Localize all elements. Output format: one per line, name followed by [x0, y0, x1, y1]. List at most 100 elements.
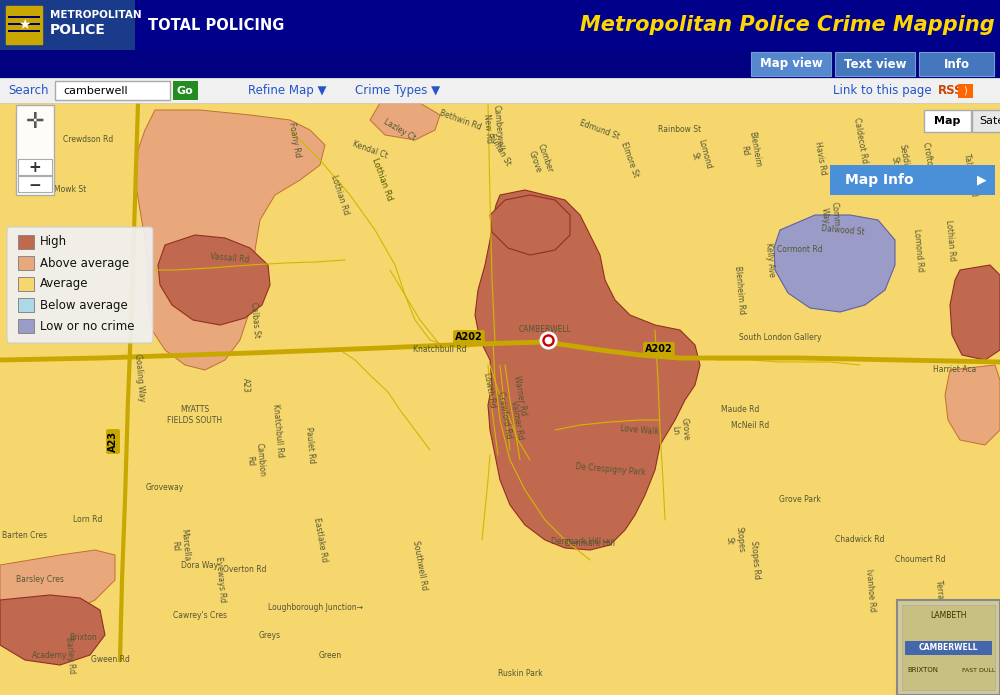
Text: Foany Rd: Foany Rd	[287, 122, 303, 158]
Text: LAMBETH: LAMBETH	[930, 610, 967, 619]
Text: Map: Map	[934, 116, 960, 126]
Polygon shape	[0, 550, 115, 620]
Text: Dora Way: Dora Way	[181, 560, 219, 569]
Bar	[18, 235, 34, 249]
Text: Link to this page: Link to this page	[833, 84, 932, 97]
Text: Crofton Way: Crofton Way	[921, 141, 939, 189]
Text: Blenheim Rd: Blenheim Rd	[733, 265, 747, 315]
Text: Lothian Rd: Lothian Rd	[370, 156, 394, 202]
Text: Lomond
St: Lomond St	[687, 138, 713, 172]
Bar	[8, 23, 40, 25]
Text: Map view: Map view	[760, 58, 822, 70]
Text: Elmore St: Elmore St	[619, 141, 641, 179]
Text: Barten Cres: Barten Cres	[2, 530, 48, 539]
Text: Chadwick Rd: Chadwick Rd	[835, 536, 885, 544]
Bar	[18, 176, 52, 192]
Text: Talfourd Rd: Talfourd Rd	[962, 153, 978, 197]
Polygon shape	[945, 365, 1000, 445]
Polygon shape	[490, 195, 570, 255]
Text: A23: A23	[108, 431, 118, 452]
Bar	[18, 277, 34, 291]
Polygon shape	[158, 235, 270, 325]
Text: MYATTS
FIELDS SOUTH: MYATTS FIELDS SOUTH	[167, 405, 223, 425]
Bar	[18, 159, 52, 175]
Text: Eastlake Rd: Eastlake Rd	[312, 517, 328, 563]
Polygon shape	[135, 110, 325, 370]
Text: Map Info: Map Info	[845, 173, 914, 187]
Text: ▶: ▶	[977, 174, 987, 186]
Bar	[0, 50, 1000, 78]
Text: Grove
Ln: Grove Ln	[669, 418, 691, 442]
Text: Groveway: Groveway	[146, 484, 184, 493]
Text: High: High	[40, 236, 67, 249]
Bar	[0, 0, 135, 50]
Text: Go: Go	[177, 85, 193, 95]
Text: Lazley Ct: Lazley Ct	[382, 117, 418, 142]
Bar	[0, 103, 1000, 695]
Text: De Crespigny Park: De Crespigny Park	[575, 462, 645, 477]
Text: Above average: Above average	[40, 256, 129, 270]
Text: Havis Rd: Havis Rd	[813, 140, 827, 175]
Text: Bethwin Rd: Bethwin Rd	[438, 108, 482, 132]
Text: Love Walk: Love Walk	[620, 424, 660, 436]
Text: Calbas St: Calbas St	[249, 302, 261, 338]
Text: Overton Rd: Overton Rd	[223, 566, 267, 575]
Text: Brixton: Brixton	[69, 632, 97, 641]
Text: METROPOLITAN: METROPOLITAN	[50, 10, 142, 20]
Bar	[902, 605, 995, 690]
Polygon shape	[950, 265, 1000, 360]
FancyBboxPatch shape	[7, 227, 153, 343]
Text: Terrace Rd: Terrace Rd	[934, 580, 946, 621]
Text: Maude Rd: Maude Rd	[721, 405, 759, 414]
Text: Metropolitan Police Crime Mapping: Metropolitan Police Crime Mapping	[580, 15, 995, 35]
Text: Blenheim
Rd: Blenheim Rd	[737, 131, 763, 170]
Text: South London Gallery: South London Gallery	[739, 332, 821, 341]
Text: CAMBERWELL: CAMBERWELL	[919, 644, 978, 653]
Bar	[18, 298, 34, 312]
Text: Sultan St: Sultan St	[487, 133, 513, 167]
Text: Kendal Ct: Kendal Ct	[351, 140, 389, 161]
Text: RSS: RSS	[938, 84, 964, 97]
Text: A202: A202	[455, 332, 483, 342]
Text: ★: ★	[18, 18, 30, 32]
Text: Stopes
St: Stopes St	[724, 526, 746, 554]
Text: Harriet Aca: Harriet Aca	[933, 366, 977, 375]
Text: Text view: Text view	[844, 58, 906, 70]
Text: Comm
Way: Comm Way	[819, 202, 841, 228]
Text: Marcella
Rd: Marcella Rd	[169, 528, 191, 562]
Text: McNeil Rd: McNeil Rd	[731, 420, 769, 430]
Bar	[835, 52, 915, 76]
Text: Info: Info	[944, 58, 970, 70]
Bar	[55, 81, 170, 100]
Text: Grove Park: Grove Park	[779, 496, 821, 505]
Text: FAST DULL: FAST DULL	[962, 667, 995, 673]
Bar	[751, 52, 831, 76]
Text: POLICE: POLICE	[50, 23, 106, 37]
Text: Lothian Rd: Lothian Rd	[944, 219, 956, 261]
Text: Eveways Rd: Eveways Rd	[214, 557, 226, 603]
Text: Lowth Rd: Lowth Rd	[482, 372, 498, 409]
Text: A23: A23	[241, 377, 251, 393]
Bar	[919, 52, 994, 76]
Polygon shape	[774, 215, 895, 312]
Text: Mowk St: Mowk St	[54, 186, 86, 195]
Bar	[8, 16, 40, 18]
Bar	[958, 84, 973, 98]
Text: Green: Green	[318, 651, 342, 660]
Polygon shape	[940, 620, 1000, 665]
Text: Below average: Below average	[40, 298, 128, 311]
Text: Crime Types ▼: Crime Types ▼	[355, 84, 440, 97]
Text: Valmer Rd: Valmer Rd	[509, 400, 525, 440]
Text: Barsley Cres: Barsley Cres	[16, 575, 64, 584]
Text: Crawford Rd: Crawford Rd	[496, 391, 514, 439]
Text: BRIXTON: BRIXTON	[907, 667, 938, 673]
Text: Edmund St: Edmund St	[579, 119, 621, 141]
Text: Choumert Rd: Choumert Rd	[895, 555, 945, 564]
Bar	[173, 81, 198, 100]
Text: Gween Rd: Gween Rd	[91, 655, 129, 664]
Text: Kelly Ave: Kelly Ave	[764, 243, 776, 277]
Text: Dalwood St: Dalwood St	[821, 224, 865, 236]
Bar	[18, 319, 34, 333]
Text: Lothian Rd: Lothian Rd	[329, 174, 351, 216]
Text: Goaling Way: Goaling Way	[133, 354, 147, 402]
